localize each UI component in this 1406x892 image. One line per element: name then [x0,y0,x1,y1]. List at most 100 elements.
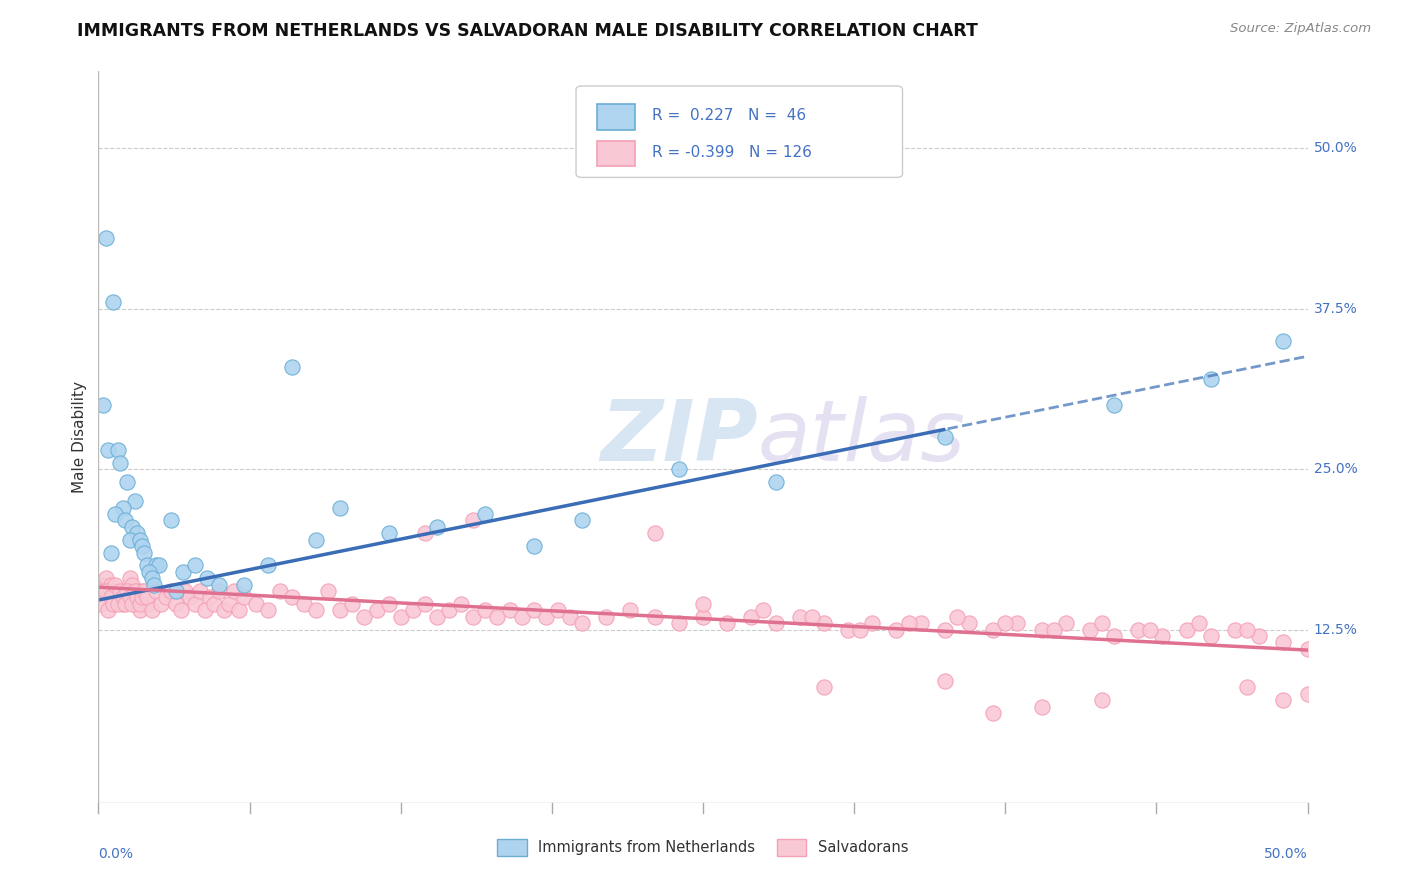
Text: atlas: atlas [758,395,966,479]
Point [523,603,546,617]
Point [127,584,149,599]
Point [1296,641,1319,656]
Point [124,597,146,611]
Point [100,591,122,605]
Text: IMMIGRANTS FROM NETHERLANDS VS SALVADORAN MALE DISABILITY CORRELATION CHART: IMMIGRANTS FROM NETHERLANDS VS SALVADORA… [77,22,979,40]
Point [94,231,117,245]
Point [486,609,509,624]
Point [329,603,352,617]
Point [1091,616,1114,631]
Point [1102,629,1125,643]
Point [1296,687,1319,701]
Point [228,603,250,617]
Point [353,609,375,624]
Point [245,597,267,611]
Point [897,616,920,631]
Point [1199,629,1222,643]
Point [232,591,254,605]
Point [800,609,823,624]
Point [127,526,149,541]
Legend: Immigrants from Netherlands, Salvadorans: Immigrants from Netherlands, Salvadorans [492,833,914,862]
Point [437,603,460,617]
Point [1175,623,1198,637]
Point [107,597,129,611]
Point [218,597,240,611]
Y-axis label: Male Disability: Male Disability [72,381,87,493]
Point [1042,623,1064,637]
Point [204,597,226,611]
Point [94,571,117,585]
Point [281,591,304,605]
Point [101,584,124,599]
Point [510,609,533,624]
Point [91,577,114,591]
Point [165,584,187,599]
Point [1199,372,1222,386]
Point [474,507,496,521]
Point [160,584,183,599]
Point [117,475,139,489]
Text: 25.0%: 25.0% [1313,462,1357,476]
Point [138,565,160,579]
Point [377,597,399,611]
Point [1091,693,1114,707]
Point [498,603,520,617]
Point [1272,693,1295,707]
Point [1102,398,1125,412]
Point [860,616,883,631]
Point [222,584,245,599]
Point [547,603,569,617]
Point [194,603,217,617]
Point [134,584,156,599]
Point [172,565,194,579]
Point [160,514,183,528]
Point [316,584,339,599]
Point [463,609,485,624]
Text: ZIP: ZIP [600,395,758,479]
FancyBboxPatch shape [596,141,636,167]
Point [256,603,278,617]
Point [595,609,617,624]
Point [644,609,666,624]
Point [1054,616,1077,631]
Point [450,597,472,611]
Point [292,597,315,611]
Point [117,591,139,605]
Point [131,539,153,553]
Point [97,591,120,605]
Point [571,514,593,528]
Point [91,398,114,412]
Point [107,584,129,599]
Point [281,359,304,374]
Point [256,558,278,573]
Point [114,514,136,528]
Point [100,577,122,591]
Point [366,603,388,617]
Point [1031,699,1053,714]
Text: R = -0.399   N = 126: R = -0.399 N = 126 [652,145,813,160]
Point [195,571,218,585]
Point [145,584,167,599]
Point [94,584,117,599]
Point [619,603,641,617]
Point [389,609,412,624]
Point [1188,616,1211,631]
Point [377,526,399,541]
Point [305,603,328,617]
Point [1223,623,1246,637]
Point [108,584,131,599]
Point [117,584,139,599]
Point [692,609,714,624]
Point [104,577,127,591]
Point [184,597,207,611]
Point [135,558,157,573]
Point [886,623,908,637]
Point [765,616,787,631]
Point [135,591,157,605]
Point [128,533,150,547]
Point [789,609,811,624]
Point [155,591,177,605]
Point [558,609,581,624]
Point [114,584,136,599]
Text: 50.0%: 50.0% [1264,847,1308,861]
